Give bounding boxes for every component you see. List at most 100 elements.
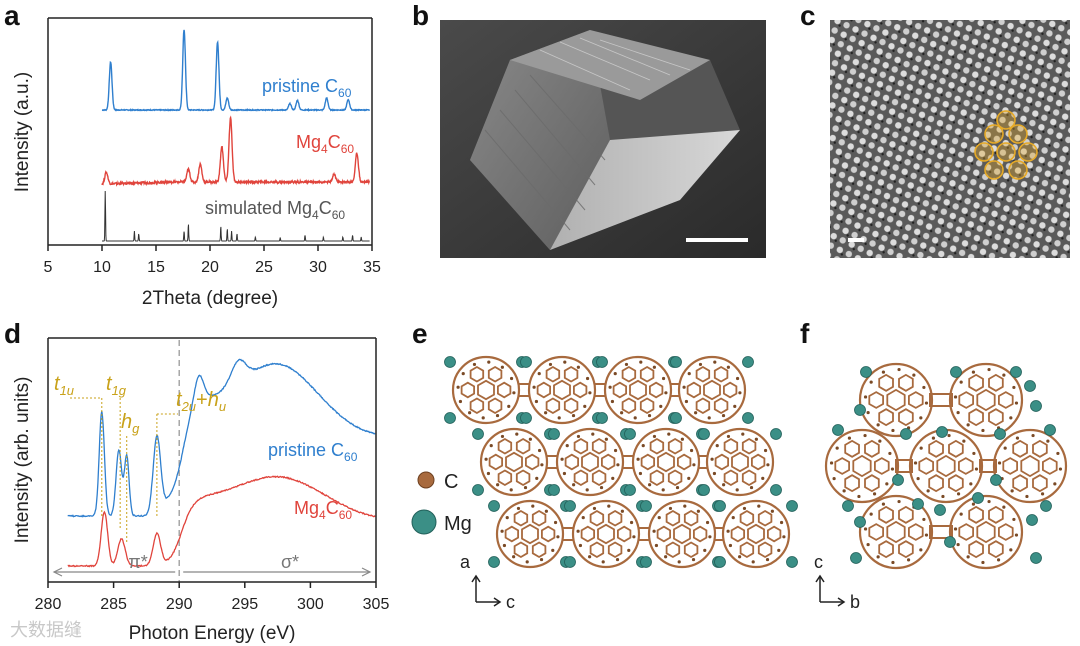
mg-atom	[670, 412, 682, 424]
mg-atom	[994, 428, 1006, 440]
svg-text:C: C	[444, 471, 458, 493]
x-axis-label: Photon Energy (eV)	[129, 623, 296, 644]
mg-atom	[444, 356, 456, 368]
mg-atom	[1030, 400, 1042, 412]
mg-atom	[912, 498, 924, 510]
c60-overlay-molecule	[974, 142, 994, 162]
structure-bc-view: c b	[814, 362, 1068, 612]
c60-molecule	[571, 499, 641, 569]
c60-molecule	[603, 355, 673, 425]
legend-mg4c60: Mg4C60	[294, 498, 352, 522]
mg-atom	[624, 484, 636, 496]
panel-letter-e: e	[412, 318, 428, 349]
mg-atom	[934, 504, 946, 516]
xrd-series-line	[102, 190, 370, 242]
mg-atom	[472, 484, 484, 496]
legend-magnesium: Mg	[411, 509, 472, 535]
c60-molecule	[479, 427, 549, 497]
mg-atom	[548, 484, 560, 496]
c60-molecule	[948, 494, 1024, 570]
panel-letter-d: d	[4, 318, 22, 349]
panel-letter-c: c	[800, 0, 816, 31]
x-tick-label: 280	[35, 596, 62, 613]
x-tick-label: 295	[231, 596, 258, 613]
mg-atom	[472, 428, 484, 440]
y-axis-label: Intensity (arb. units)	[12, 377, 33, 544]
mg-atom	[564, 500, 576, 512]
mg-atom	[786, 500, 798, 512]
c60-overlay-molecule	[1008, 124, 1028, 144]
c60-molecule	[647, 499, 717, 569]
x-tick-label: 10	[93, 259, 111, 276]
scale-bar	[848, 238, 864, 242]
axis-label-c: c	[814, 552, 823, 572]
sem-crystal-illustration	[440, 20, 766, 258]
x-tick-label: 15	[147, 259, 165, 276]
mg-atom	[670, 356, 682, 368]
structure-ac-view: C Mg a c	[411, 355, 798, 612]
x-tick-label: 305	[363, 596, 390, 613]
c60-molecule	[858, 362, 934, 438]
legend-pristine: pristine C60	[268, 440, 358, 464]
xas-series-line	[67, 358, 376, 518]
mg-atom	[854, 404, 866, 416]
mg-atom	[892, 474, 904, 486]
xrd-chart: 5 10 15 20 25 30 35 2Theta (degree) Intensity …	[12, 17, 381, 309]
mg-atom	[488, 556, 500, 568]
mg-atom	[1040, 500, 1052, 512]
mg-atom	[972, 492, 984, 504]
c60-molecule	[948, 362, 1024, 438]
legend-simulated: simulated Mg4C60	[205, 198, 345, 222]
mg-atom	[842, 500, 854, 512]
pi-star-label: π*	[128, 552, 147, 572]
mg-atom	[1044, 424, 1056, 436]
c60-molecule	[631, 427, 701, 497]
x-axis-label: 2Theta (degree)	[142, 288, 278, 309]
scale-bar	[686, 238, 748, 242]
annotation-hg: hg	[121, 411, 140, 436]
legend-mg4c60: Mg4C60	[296, 132, 354, 156]
annotation-t2u-hu: t2u+hu	[176, 389, 226, 414]
mg-atom	[596, 356, 608, 368]
x-tick-label: 25	[255, 259, 273, 276]
mg-atom	[1026, 514, 1038, 526]
x-tick-label: 30	[309, 259, 327, 276]
legend-pristine: pristine C60	[262, 76, 352, 100]
c60-molecule	[495, 499, 565, 569]
c60-overlay	[974, 110, 1038, 180]
annotation-t1g: t1g	[106, 373, 127, 398]
annotation-t1u: t1u	[54, 373, 74, 398]
mg-atom	[714, 500, 726, 512]
c60-molecule	[908, 428, 984, 504]
mg-atom	[900, 428, 912, 440]
x-tick-label: 35	[363, 259, 381, 276]
c60-overlay-molecule	[996, 142, 1016, 162]
c60-molecule	[992, 428, 1068, 504]
mg-atom	[1030, 552, 1042, 564]
mg-atom	[742, 356, 754, 368]
mg-atom	[1010, 366, 1022, 378]
xrd-series-line	[101, 29, 371, 112]
mg-atom	[850, 552, 862, 564]
mg-atom	[698, 428, 710, 440]
c60-overlay-molecule	[984, 124, 1004, 144]
mg-atom	[770, 428, 782, 440]
legend-carbon: C	[417, 471, 458, 493]
x-tick-label: 300	[297, 596, 324, 613]
mg-atom	[860, 366, 872, 378]
xas-series-line	[67, 475, 376, 568]
x-tick-label: 285	[100, 596, 127, 613]
xrd-series-line	[101, 115, 371, 187]
c60-overlay-molecule	[984, 160, 1004, 180]
mg-atom	[1024, 380, 1036, 392]
x-tick-label: 290	[166, 596, 193, 613]
mg-atom	[520, 356, 532, 368]
axis-label-c: c	[506, 592, 515, 612]
mg-atom	[520, 412, 532, 424]
c60-molecule	[555, 427, 625, 497]
axis-indicator-e	[471, 574, 502, 607]
x-tick-label: 5	[44, 259, 53, 276]
mg-atom	[640, 500, 652, 512]
svg-text:Mg: Mg	[444, 513, 472, 535]
panel-letter-f: f	[800, 318, 810, 349]
